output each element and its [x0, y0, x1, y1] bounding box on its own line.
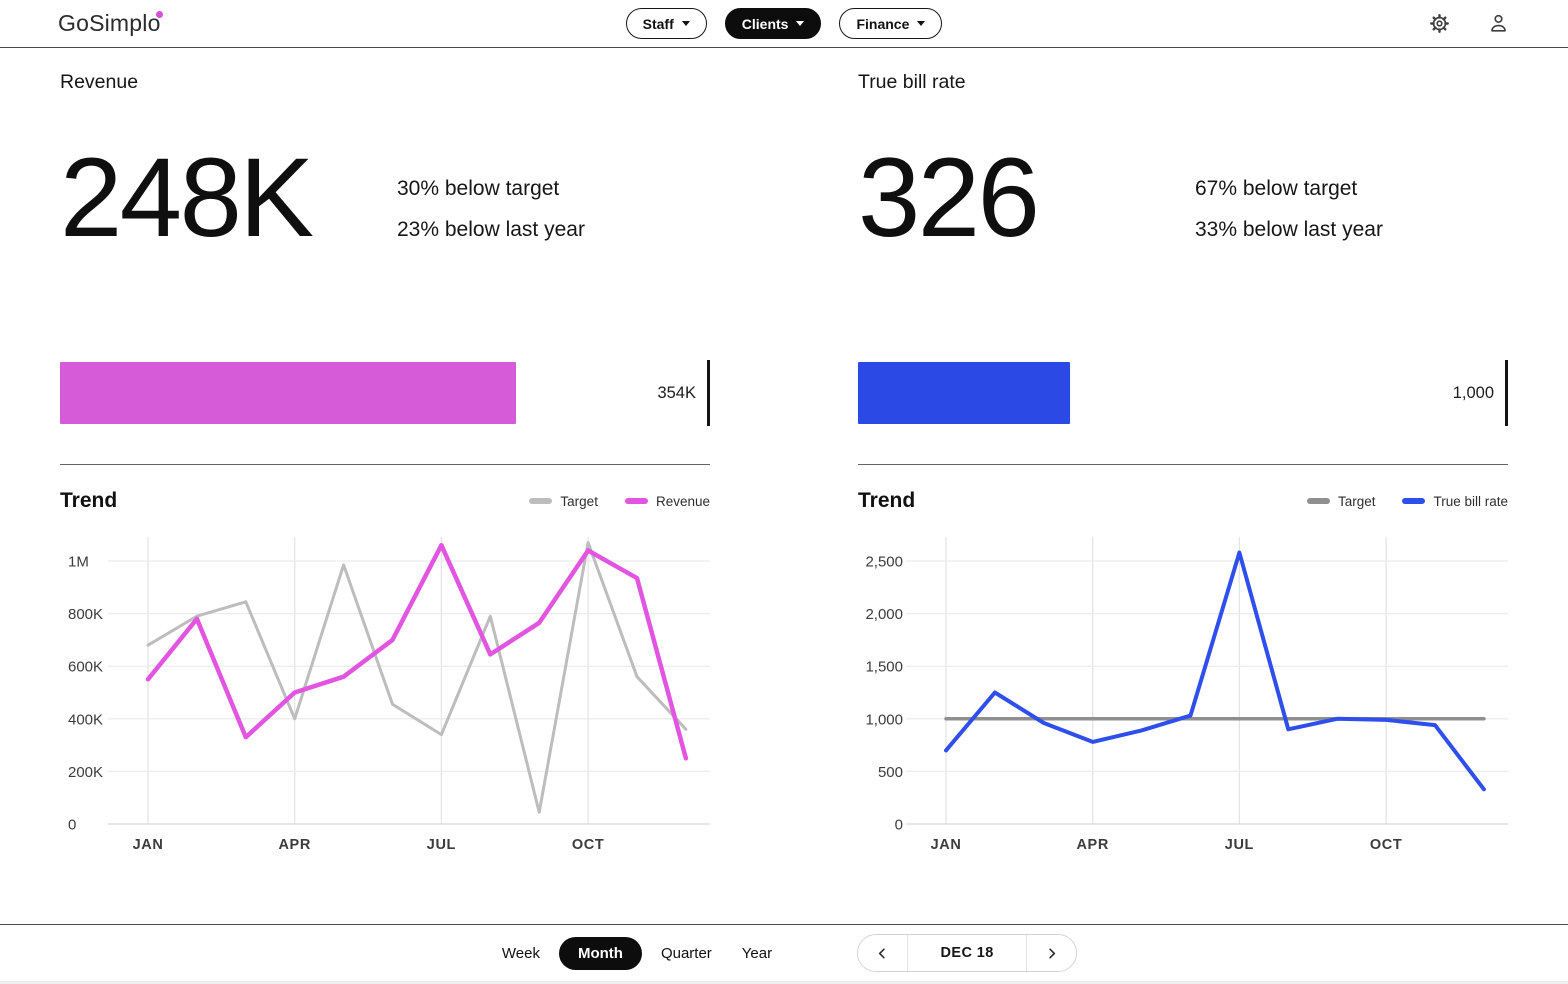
current-period-label[interactable]: DEC 18 [907, 935, 1028, 971]
legend-true-bill-rate: True bill rate [1402, 494, 1508, 509]
progress-target-marker: 1,000 [1453, 360, 1508, 426]
logo-accent-dot [155, 11, 163, 18]
chevron-right-icon [1049, 947, 1056, 959]
svg-text:JUL: JUL [1225, 837, 1254, 853]
range-week-button[interactable]: Week [491, 938, 551, 969]
target-tick [707, 360, 710, 426]
legend-target: Target [1306, 493, 1376, 509]
svg-text:APR: APR [1076, 837, 1108, 853]
nav-staff-dropdown[interactable]: Staff [625, 8, 707, 39]
svg-text:0: 0 [895, 817, 903, 834]
chevron-down-icon [681, 21, 690, 26]
progress-target-marker: 354K [657, 360, 710, 426]
svg-text:JAN: JAN [133, 837, 164, 853]
revenue-trend-chart: 0 200K 400K 600K 800K 1M JAN APR JUL OCT [68, 537, 710, 853]
range-year-button[interactable]: Year [731, 938, 783, 969]
svg-text:800K: 800K [68, 606, 103, 623]
user-icon [1491, 14, 1506, 32]
legend-label: Target [560, 493, 598, 509]
trend-title: Trend [858, 489, 916, 512]
range-month-button[interactable]: Month [558, 936, 642, 970]
date-navigator: DEC 18 [857, 934, 1078, 972]
legend-label: True bill rate [1433, 493, 1508, 509]
svg-text:OCT: OCT [1370, 837, 1402, 853]
svg-text:600K: 600K [68, 659, 103, 676]
settings-icon [1430, 14, 1449, 33]
header-nav: Staff Clients Finance [625, 8, 943, 39]
target-tick [1505, 360, 1508, 426]
panel-title: True bill rate [858, 71, 966, 93]
chevron-down-icon [796, 21, 805, 26]
svg-text:400K: 400K [68, 711, 103, 728]
svg-text:1,000: 1,000 [865, 711, 903, 728]
legend-swatch [529, 498, 553, 504]
svg-text:1,500: 1,500 [865, 659, 903, 676]
svg-text:OCT: OCT [572, 837, 604, 853]
progress-fill [60, 362, 516, 424]
legend-swatch [624, 498, 648, 504]
legend-revenue: Revenue [624, 493, 710, 509]
range-toggle: Week Month Quarter Year [491, 936, 783, 970]
kpi-note-target: 67% below target [1195, 177, 1358, 200]
trend-title: Trend [60, 489, 118, 512]
header-actions [942, 12, 1510, 35]
legend-target: Target [529, 494, 598, 509]
app-header: GoSimplo Staff Clients Finance [0, 0, 1568, 48]
svg-text:1M: 1M [68, 554, 89, 571]
chevron-left-icon [879, 947, 885, 959]
svg-text:JUL: JUL [427, 837, 456, 853]
progress-to-target: 354K [60, 360, 710, 426]
svg-text:2,000: 2,000 [865, 606, 903, 623]
trend-header: Trend Target Revenue [60, 485, 710, 517]
next-period-button[interactable] [1027, 935, 1077, 971]
chevron-down-icon [917, 21, 926, 26]
kpi-value: 248K [60, 135, 314, 260]
svg-text:2,500: 2,500 [865, 554, 903, 571]
svg-text:0: 0 [68, 817, 76, 834]
nav-staff-label: Staff [642, 15, 674, 32]
panel-title: Revenue [60, 71, 139, 93]
legend-swatch [1402, 498, 1426, 504]
kpi-note-last-year: 23% below last year [397, 218, 585, 241]
section-divider [858, 464, 1508, 465]
true-bill-rate-panel: True bill rate 326 67% below target 33% … [858, 48, 1508, 924]
nav-clients-dropdown[interactable]: Clients [724, 8, 822, 39]
kpi-notes: 67% below target 33% below last year [1195, 168, 1383, 250]
nav-clients-label: Clients [741, 15, 789, 32]
logo-text: GoSimpl [58, 10, 148, 36]
svg-text:500: 500 [878, 764, 903, 781]
target-value-label: 1,000 [1452, 383, 1494, 402]
progress-to-target: 1,000 [858, 360, 1508, 426]
svg-text:APR: APR [278, 837, 310, 853]
legend-label: Revenue [655, 493, 710, 509]
footer-controls: Week Month Quarter Year DEC 18 [0, 924, 1568, 981]
chart-legend: Target True bill rate [1306, 493, 1508, 509]
range-quarter-button[interactable]: Quarter [650, 938, 723, 969]
kpi-notes: 30% below target 23% below last year [397, 168, 585, 250]
legend-swatch [1306, 498, 1330, 504]
chart-legend: Target Revenue [529, 494, 710, 509]
svg-text:JAN: JAN [931, 837, 962, 853]
prev-period-button[interactable] [858, 935, 908, 971]
progress-fill [858, 362, 1070, 424]
trend-header: Trend Target True bill rate [858, 485, 1508, 517]
dashboard-body: Revenue 248K 30% below target 23% below … [0, 48, 1568, 924]
svg-text:200K: 200K [68, 764, 103, 781]
true-bill-rate-trend-chart: 0 500 1,000 1,500 2,000 2,500 JAN APR JUL OCT [865, 537, 1508, 853]
user-profile-button[interactable] [1487, 12, 1510, 35]
revenue-panel: Revenue 248K 30% below target 23% below … [60, 48, 710, 924]
target-value-label: 354K [657, 383, 696, 402]
kpi-note-target: 30% below target [397, 177, 560, 200]
app-logo[interactable]: GoSimplo [58, 10, 626, 37]
kpi-block: 248K 30% below target 23% below last yea… [60, 136, 710, 268]
settings-button[interactable] [1428, 12, 1451, 35]
section-divider [60, 464, 710, 465]
kpi-value: 326 [858, 135, 1040, 260]
kpi-note-last-year: 33% below last year [1195, 218, 1383, 241]
nav-finance-label: Finance [856, 15, 910, 32]
legend-label: Target [1337, 493, 1376, 509]
nav-finance-dropdown[interactable]: Finance [839, 8, 943, 39]
kpi-block: 326 67% below target 33% below last year [858, 136, 1508, 268]
